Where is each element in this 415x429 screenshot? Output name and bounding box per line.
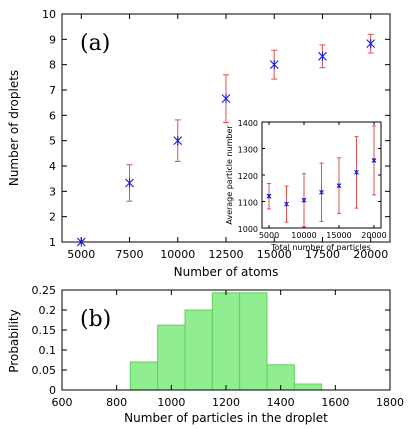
inset-xtick-label-3: 20000	[361, 231, 386, 240]
panel-a-xtick-label-4: 15000	[257, 248, 292, 261]
inset-ytick-label-0: 1000	[238, 225, 258, 234]
inset-marker-0	[266, 193, 272, 199]
panel-a-ytick-label-2: 3	[49, 185, 56, 198]
panel-a-points	[76, 33, 376, 247]
histogram-bar-6	[293, 383, 323, 391]
inset-xlabel: Total number of particles	[270, 243, 371, 252]
inset-xtick-label-0: 5000	[259, 231, 279, 240]
inset-marker-2	[301, 197, 307, 203]
panel-b-xtick-label-2: 1000	[157, 396, 185, 409]
panel-b-ytick-label-1: 0.05	[32, 364, 57, 377]
panel-a-xtick-label-2: 10000	[160, 248, 195, 261]
inset-xtick-label-2: 15000	[326, 231, 351, 240]
panel-b-xtick-label-5: 1600	[321, 396, 349, 409]
panel-b-xtick-label-3: 1200	[212, 396, 240, 409]
panel-a-marker-3	[221, 94, 231, 104]
inset-ytick-label-2: 1200	[238, 172, 258, 181]
histogram-bar-1	[157, 324, 186, 391]
inset-marker-3	[319, 189, 324, 195]
histogram-bar-3	[211, 292, 241, 391]
inset-ticks: 5000 10000 15000 20000 1000 1100 1200 1300 1400	[238, 119, 387, 240]
histogram-bar-4	[239, 292, 268, 391]
panel-b-xtick-label-4: 1400	[267, 396, 295, 409]
panel-a-marker-5	[318, 51, 327, 61]
panel-a: 5000 7500 10000 12500 15000 17500 20000 1 2 3 4 5 6 7…	[7, 8, 391, 279]
inset-xtick-label-1: 10000	[291, 231, 316, 240]
panel-a-ticks: 5000 7500 10000 12500 15000 17500 20000 1 2 3 4 5 6 7…	[42, 8, 390, 261]
inset-ylabel: Average particle number	[225, 125, 234, 225]
panel-a-ytick-label-7: 8	[49, 59, 56, 72]
panel-a-ytick-label-1: 2	[49, 211, 56, 224]
panel-a-ytick-label-4: 5	[49, 135, 56, 148]
inset-marker-5	[354, 169, 359, 175]
panel-a-xtick-label-6: 20000	[353, 248, 388, 261]
panel-a-ytick-label-8: 9	[49, 33, 56, 46]
panel-a-xtick-label-1: 7500	[116, 248, 144, 261]
panel-b-ytick-label-2: 0.1	[39, 344, 57, 357]
panel-a-ylabel: Number of droplets	[7, 70, 21, 186]
panel-b-ytick-label-4: 0.2	[39, 304, 57, 317]
panel-b-xtick-label-0: 600	[52, 396, 73, 409]
panel-a-marker-2	[173, 136, 183, 146]
panel-a-marker-1	[125, 178, 134, 188]
panel-a-xtick-label-5: 17500	[305, 248, 340, 261]
panel-b-ytick-label-5: 0.25	[32, 284, 57, 297]
panel-a-xlabel: Number of atoms	[174, 265, 279, 279]
panel-a-ytick-label-6: 7	[49, 84, 56, 97]
panel-b-ylabel: Probability	[7, 309, 21, 372]
panel-a-marker-6	[366, 39, 376, 49]
inset-marker-4	[336, 183, 342, 188]
panel-b-ticks: 600 800 1000 1200 1400 1600 1800 0 0.05 0.1 0.15 0.…	[32, 284, 405, 409]
inset-ytick-label-1: 1100	[238, 199, 258, 208]
panel-b-xtick-label-6: 1800	[376, 396, 404, 409]
panel-a-label: (a)	[80, 31, 110, 56]
inset-marker-1	[284, 201, 289, 207]
panel-a-xtick-label-3: 12500	[209, 248, 244, 261]
histogram-bar-0	[129, 361, 159, 391]
inset-ytick-label-3: 1300	[238, 146, 258, 155]
panel-a-ytick-label-0: 1	[49, 236, 56, 249]
panel-a-xtick-label-0: 5000	[67, 248, 95, 261]
panel-a-marker-4	[269, 60, 279, 70]
panel-b-label: (b)	[80, 307, 111, 332]
panel-b-ytick-label-3: 0.15	[32, 324, 57, 337]
panel-b-ytick-label-0: 0	[49, 384, 56, 397]
inset-marker-6	[371, 158, 377, 163]
panel-b-xlabel: Number of particles in the droplet	[124, 411, 328, 425]
panel-b: 600 800 1000 1200 1400 1600 1800 0 0.05 0.1 0.15 0.…	[7, 284, 404, 425]
panel-a-ytick-label-5: 6	[49, 109, 56, 122]
inset-plot: 5000 10000 15000 2000010001100120013001400 …	[225, 119, 387, 252]
panel-a-ytick-label-3: 4	[49, 160, 56, 173]
panel-b-xtick-label-1: 800	[106, 396, 127, 409]
inset-ytick-label-4: 1400	[238, 119, 258, 128]
panel-a-marker-0	[76, 237, 86, 247]
inset-points	[266, 125, 377, 228]
panel-b-bars	[129, 292, 323, 391]
panel-a-ytick-label-9: 10	[42, 8, 56, 21]
histogram-bar-2	[184, 309, 213, 391]
